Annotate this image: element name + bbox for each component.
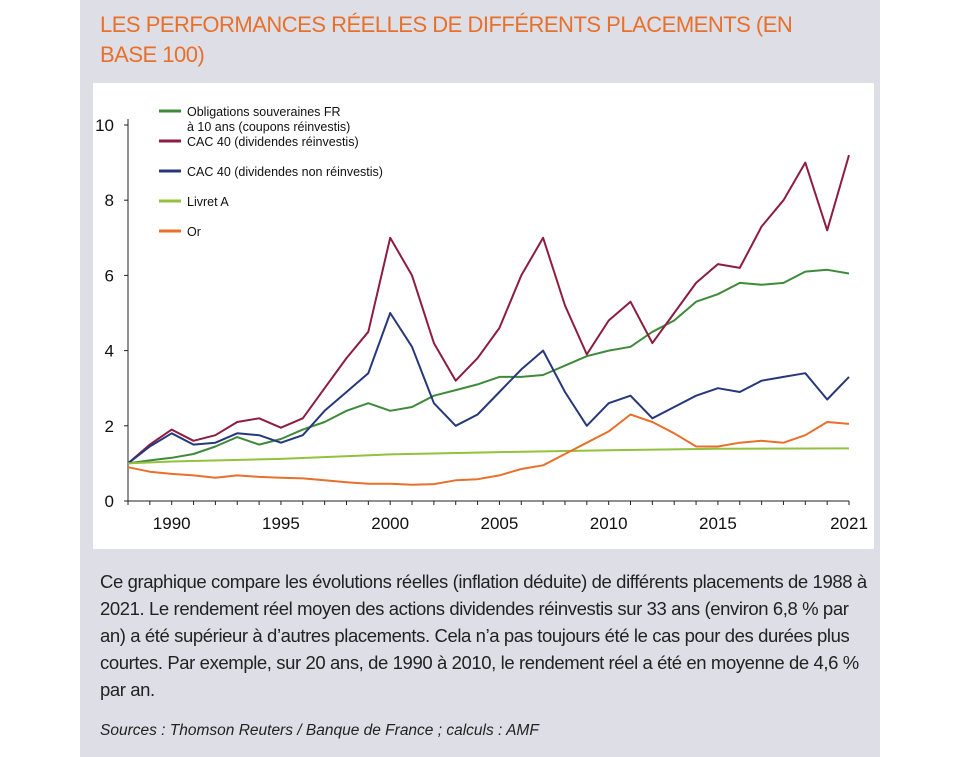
line-chart: 0 2 4 6 8 10 1990 1995 2000 2005 2010 2015 2021 Oblig… (95, 105, 868, 533)
series-line-3 (127, 312, 850, 465)
y-tick-label: 4 (105, 342, 114, 361)
legend-label-5: Or (187, 225, 201, 239)
legend-label-2: CAC 40 (dividendes réinvestis) (187, 135, 359, 149)
series-line-1 (127, 268, 850, 465)
x-tick-label: 2021 (830, 514, 868, 533)
x-tick-label: 2000 (371, 514, 409, 533)
source-note: Sources : Thomson Reuters / Banque de Fr… (100, 722, 539, 739)
y-tick-label: 6 (105, 266, 114, 285)
y-tick-label: 8 (105, 191, 114, 210)
x-tick-label: 1995 (262, 514, 300, 533)
y-tick-label: 2 (105, 417, 114, 436)
series-line-5 (127, 413, 850, 486)
chart-container: 0 2 4 6 8 10 1990 1995 2000 2005 2010 2015 2021 Oblig… (93, 83, 874, 549)
caption-text: Ce graphique compare les évolutions réel… (100, 571, 867, 700)
y-tick-label: 0 (105, 492, 114, 511)
y-tick-label: 10 (95, 116, 114, 135)
series-line-4 (127, 447, 850, 465)
x-tick-label: 1990 (153, 514, 191, 533)
page-title: LES PERFORMANCES RÉELLES DE DIFFÉRENTS P… (100, 12, 793, 67)
x-tick-label: 2010 (590, 514, 628, 533)
legend-label-4: Livret A (187, 195, 229, 209)
x-tick-label: 2005 (481, 514, 519, 533)
legend-label-1: Obligations souveraines FR à 10 ans (coup… (187, 105, 350, 134)
x-tick-label: 2015 (699, 514, 737, 533)
legend-label-3: CAC 40 (dividendes non réinvestis) (187, 165, 383, 179)
series-line-2 (127, 154, 850, 465)
